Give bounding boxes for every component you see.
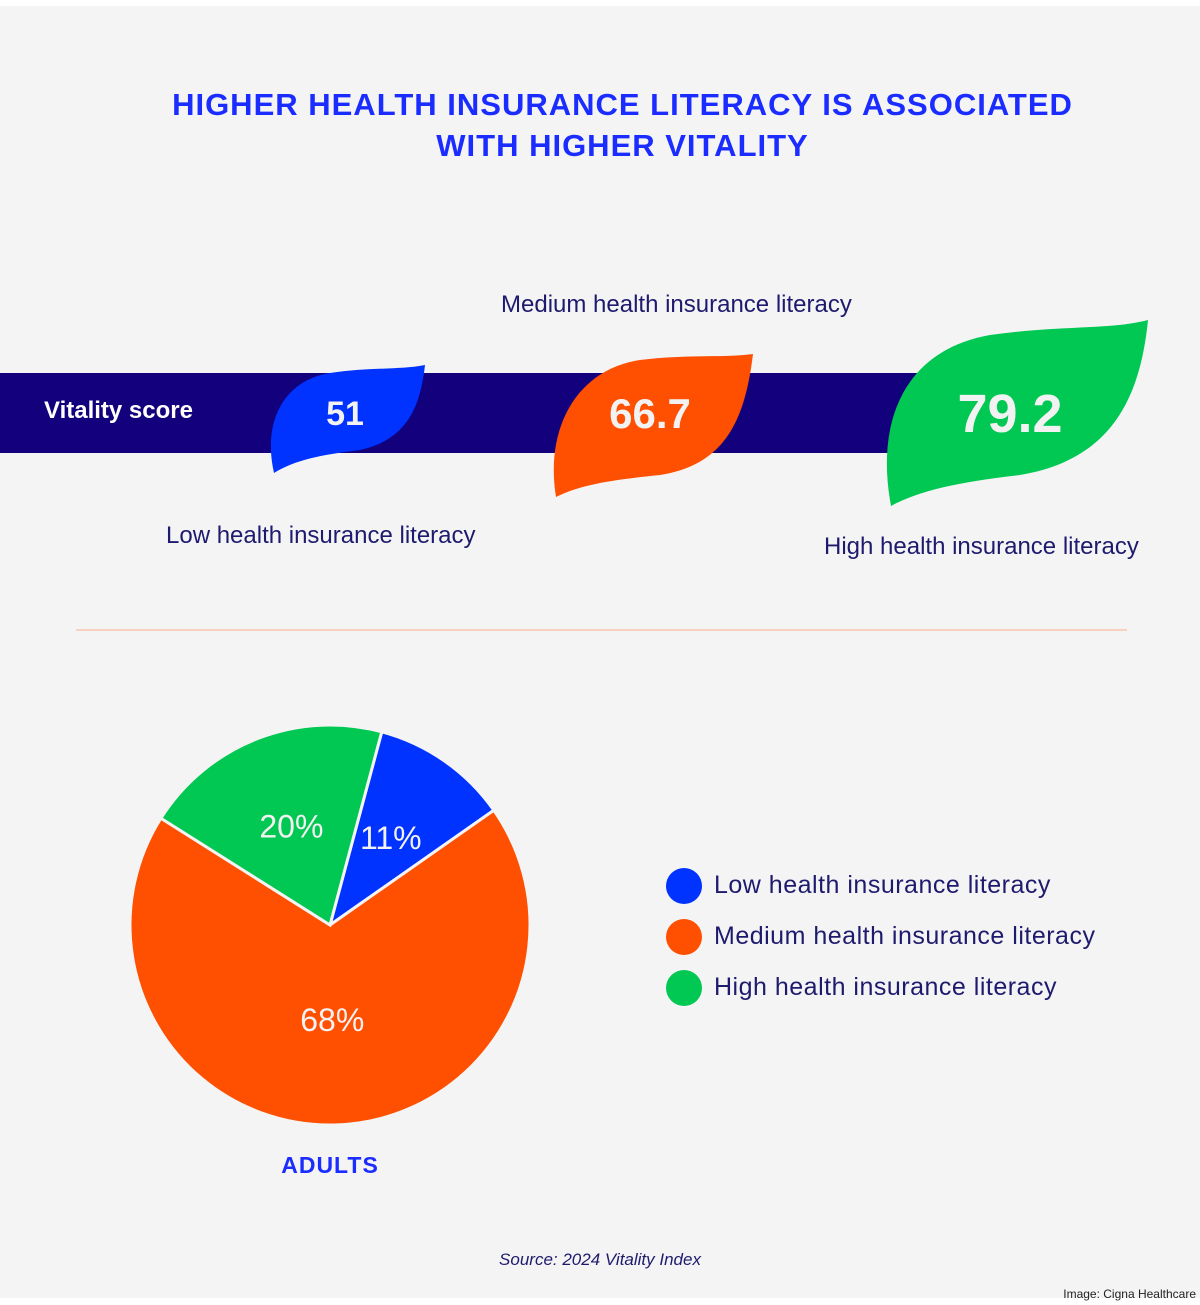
pie-data-label: 20% xyxy=(259,808,323,844)
pie-title: ADULTS xyxy=(281,1152,379,1178)
image-credit: Image: Cigna Healthcare xyxy=(1063,1287,1196,1301)
legend-label: High health insurance literacy xyxy=(714,973,1057,1001)
infographic-title: HIGHER HEALTH INSURANCE LITERACY IS ASSO… xyxy=(0,84,1200,166)
score-high: 79.2 xyxy=(957,384,1063,444)
pie-slice-0 xyxy=(327,729,496,929)
legend-swatch xyxy=(666,969,702,1006)
label-medium: Medium health insurance literacy xyxy=(501,291,852,318)
legend-swatch xyxy=(666,867,702,904)
label-high: High health insurance literacy xyxy=(824,533,1139,560)
legend-label: Low health insurance literacy xyxy=(714,871,1051,899)
pie-slice-2 xyxy=(158,723,384,928)
pie-slice-1 xyxy=(128,808,532,1127)
legend-label: Medium health insurance literacy xyxy=(714,922,1096,950)
title-line-1: HIGHER HEALTH INSURANCE LITERACY IS ASSO… xyxy=(172,87,1073,122)
pie-data-label: 68% xyxy=(300,1002,364,1038)
vitality-score-label: Vitality score xyxy=(44,397,193,424)
infographic-panel xyxy=(0,6,1200,1298)
pie-data-label: 11% xyxy=(360,820,422,856)
score-medium: 66.7 xyxy=(609,390,691,437)
legend-swatch xyxy=(666,918,702,955)
source-note: Source: 2024 Vitality Index xyxy=(499,1250,701,1269)
label-low: Low health insurance literacy xyxy=(166,522,476,549)
vitality-score-bar xyxy=(0,373,940,453)
title-line-2: WITH HIGHER VITALITY xyxy=(436,128,809,163)
leaf-medium xyxy=(553,354,753,497)
leaf-low xyxy=(270,365,425,473)
section-divider xyxy=(76,629,1127,631)
score-low: 51 xyxy=(326,395,364,433)
legend-item-high: High health insurance literacy xyxy=(666,962,1095,1013)
legend-item-low: Low health insurance literacy xyxy=(666,860,1095,911)
pie-chart: 11% 68% 20% xyxy=(128,723,532,1127)
pie-legend: Low health insurance literacy Medium hea… xyxy=(666,860,1095,1013)
legend-item-medium: Medium health insurance literacy xyxy=(666,911,1095,962)
leaf-high xyxy=(886,320,1148,506)
